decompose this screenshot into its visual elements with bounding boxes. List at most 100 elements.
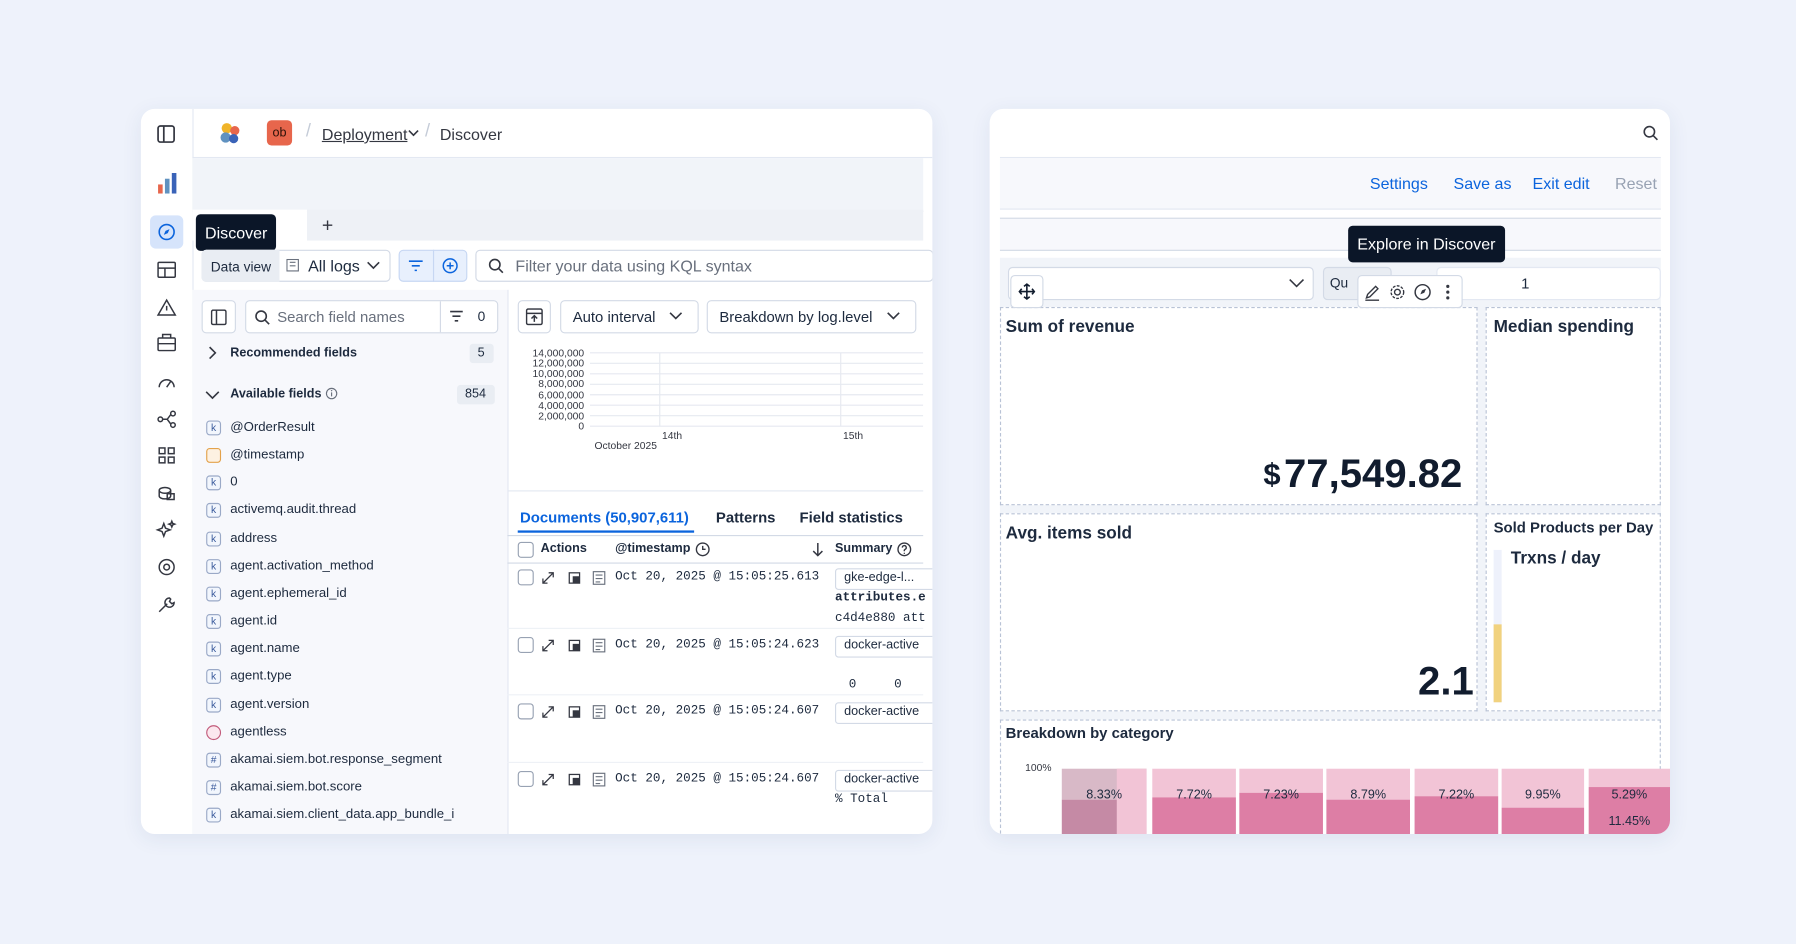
field-type-icon: #: [206, 780, 222, 795]
field-filter-count[interactable]: 0: [477, 308, 486, 325]
filter-icon[interactable]: [408, 258, 424, 274]
recommended-chevron[interactable]: [207, 346, 218, 360]
collapse-icon[interactable]: [210, 309, 227, 326]
reset-link[interactable]: Reset: [1615, 174, 1657, 193]
field-name[interactable]: activemq.audit.thread: [230, 503, 357, 518]
field-name[interactable]: agent.id: [230, 614, 278, 628]
breadcrumb-deployment[interactable]: Deployment: [321, 124, 408, 144]
row-timestamp: Oct 20, 2025 @ 15:05:24.607: [615, 772, 820, 787]
field-name[interactable]: akamai.siem.client_data.app_bundle_i: [230, 807, 455, 822]
available-label[interactable]: Available fields: [230, 387, 322, 401]
panel-sold[interactable]: [1485, 513, 1661, 712]
doc-tab[interactable]: Field statistics: [799, 508, 903, 526]
field-name[interactable]: @timestamp: [230, 448, 305, 462]
top-strip: [192, 158, 924, 212]
field-name[interactable]: agent.activation_method: [230, 558, 374, 573]
logo-icon[interactable]: [157, 172, 178, 194]
breadcrumb-chevron[interactable]: [408, 127, 419, 138]
summary-badge: [835, 568, 933, 590]
field-name[interactable]: address: [230, 531, 278, 545]
space-avatar[interactable]: ob: [266, 120, 293, 146]
doc-tab[interactable]: Patterns: [715, 508, 776, 526]
nav-toggle-icon[interactable]: [157, 125, 175, 143]
field-name[interactable]: 0: [230, 475, 238, 490]
deployment-logo[interactable]: [218, 120, 243, 145]
column-header[interactable]: Summary: [835, 541, 893, 556]
column-header[interactable]: @timestamp: [615, 541, 691, 556]
control-chevron[interactable]: [1289, 277, 1305, 288]
row-checkbox[interactable]: [517, 703, 534, 720]
exit-edit-link[interactable]: Exit edit: [1532, 174, 1590, 193]
field-filter-icon[interactable]: [449, 309, 464, 323]
summary-value: docker-active: [844, 637, 920, 652]
header-divider: [507, 562, 924, 564]
add-filter-icon[interactable]: [442, 258, 458, 274]
header-bar: [192, 109, 933, 159]
search-icon[interactable]: [1643, 125, 1659, 141]
control-select[interactable]: [1007, 266, 1314, 301]
panel-median[interactable]: [1485, 307, 1661, 506]
nav-icons[interactable]: [141, 109, 193, 834]
row-actions[interactable]: [542, 638, 611, 654]
field-name[interactable]: agent.type: [230, 669, 292, 684]
chart-toggle-icon[interactable]: [525, 308, 543, 326]
clock-icon: [695, 542, 710, 557]
field-type-icon: k: [206, 614, 222, 630]
select-all-checkbox[interactable]: [517, 541, 534, 558]
field-name[interactable]: akamai.siem.bot.score: [230, 780, 363, 794]
data-view-chevron[interactable]: [367, 260, 381, 271]
row-actions[interactable]: [542, 571, 611, 587]
field-name[interactable]: agent.version: [230, 697, 310, 711]
field-name[interactable]: agent.name: [230, 641, 300, 656]
field-search-divider: [439, 301, 441, 333]
sort-icon[interactable]: [811, 542, 825, 558]
row-actions[interactable]: [542, 772, 611, 788]
move-icon[interactable]: [1018, 283, 1036, 301]
query-input[interactable]: [475, 249, 933, 282]
row-checkbox[interactable]: [517, 569, 534, 586]
field-name[interactable]: @OrderResult: [230, 420, 315, 435]
collapse-sidebar-button[interactable]: [201, 300, 236, 334]
interval-value[interactable]: Auto interval: [572, 308, 656, 326]
bar-label: 8.79%: [1350, 788, 1387, 802]
interval-chevron[interactable]: [669, 310, 683, 321]
interval-select[interactable]: [560, 300, 699, 334]
bar-label: 7.22%: [1438, 788, 1475, 802]
row-checkbox[interactable]: [517, 771, 534, 788]
column-header[interactable]: Actions: [540, 541, 587, 556]
y-axis-label: 10,000,000: [532, 368, 585, 380]
recommended-label[interactable]: Recommended fields: [230, 345, 357, 360]
breakdown-value[interactable]: Breakdown by log.level: [719, 308, 873, 326]
panel-action-icons[interactable]: [1364, 283, 1460, 301]
settings-link[interactable]: Settings: [1369, 174, 1428, 193]
row-actions[interactable]: [542, 705, 611, 721]
control-value[interactable]: 1: [1521, 274, 1530, 293]
control-partial-label[interactable]: Qu: [1329, 274, 1349, 291]
summary-badge: [835, 635, 933, 658]
info-icon[interactable]: [325, 387, 338, 400]
field-name[interactable]: agent.ephemeral_id: [230, 586, 347, 601]
summary-text: c4d4e880 att: [835, 611, 926, 626]
gauge-subtitle: Trxns / day: [1510, 548, 1601, 569]
field-name[interactable]: akamai.siem.bot.response_segment: [230, 752, 442, 767]
data-view-value[interactable]: All logs: [308, 256, 360, 275]
control-range[interactable]: [1436, 266, 1661, 301]
row-checkbox[interactable]: [517, 636, 534, 653]
field-type-icon: k: [206, 586, 222, 602]
field-name[interactable]: agentless: [230, 724, 287, 739]
breakdown-chevron[interactable]: [887, 310, 901, 321]
nav-discover-icon[interactable]: [158, 223, 175, 241]
save-as-link[interactable]: Save as: [1453, 174, 1512, 193]
breakdown-select[interactable]: [706, 300, 917, 334]
panel-items[interactable]: [999, 513, 1478, 712]
query-placeholder[interactable]: Filter your data using KQL syntax: [515, 256, 752, 275]
available-count: 854: [465, 387, 487, 401]
field-search-placeholder[interactable]: Search field names: [277, 308, 405, 326]
new-tab-button[interactable]: +: [321, 214, 334, 236]
available-chevron[interactable]: [205, 390, 220, 401]
panel-revenue[interactable]: [999, 307, 1478, 506]
explore-tooltip: Explore in Discover: [1348, 225, 1505, 263]
doc-tab[interactable]: Documents (50,907,611): [520, 508, 689, 526]
summary-help-icon[interactable]: [897, 542, 913, 558]
